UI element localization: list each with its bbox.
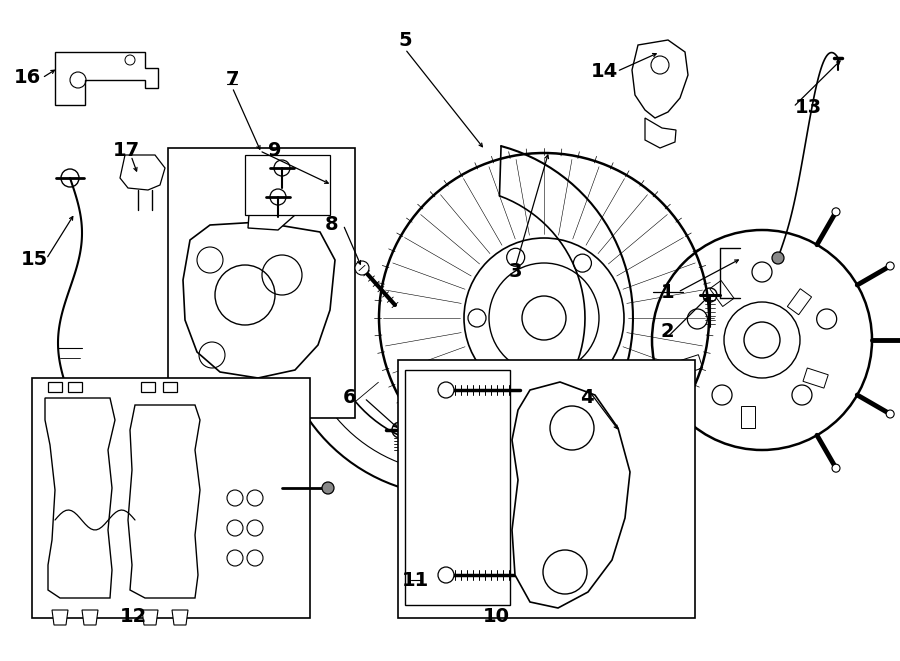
Text: 4: 4 — [580, 389, 594, 407]
Bar — [245, 155, 330, 215]
Polygon shape — [128, 405, 200, 598]
Polygon shape — [248, 195, 295, 230]
Bar — [163, 382, 177, 392]
Circle shape — [355, 261, 369, 275]
Polygon shape — [45, 398, 115, 598]
Bar — [168, 148, 355, 418]
Bar — [803, 368, 828, 388]
Polygon shape — [120, 155, 165, 190]
Polygon shape — [142, 610, 158, 625]
Bar — [741, 406, 755, 428]
Bar — [398, 360, 695, 618]
Polygon shape — [632, 40, 688, 118]
Polygon shape — [82, 610, 98, 625]
Circle shape — [886, 262, 895, 270]
Text: 10: 10 — [483, 607, 510, 625]
Circle shape — [832, 208, 840, 216]
Text: 15: 15 — [21, 250, 48, 268]
Circle shape — [832, 464, 840, 472]
Circle shape — [438, 382, 454, 398]
Bar — [32, 378, 310, 618]
Bar — [405, 370, 510, 605]
Bar — [48, 382, 62, 392]
Polygon shape — [172, 610, 188, 625]
Text: 1: 1 — [661, 283, 675, 301]
Text: 11: 11 — [402, 571, 429, 590]
Text: 14: 14 — [591, 62, 618, 81]
Bar — [68, 382, 82, 392]
Bar — [678, 355, 703, 375]
Text: 6: 6 — [342, 389, 356, 407]
Polygon shape — [55, 52, 158, 105]
Text: 9: 9 — [268, 141, 281, 160]
Text: 8: 8 — [324, 215, 338, 234]
Text: 3: 3 — [508, 262, 522, 280]
Polygon shape — [400, 450, 430, 470]
Circle shape — [886, 410, 895, 418]
Polygon shape — [183, 222, 335, 378]
Polygon shape — [217, 408, 243, 415]
Circle shape — [438, 567, 454, 583]
Polygon shape — [52, 610, 68, 625]
Text: 16: 16 — [14, 69, 40, 87]
Text: 7: 7 — [225, 70, 239, 89]
Polygon shape — [512, 382, 630, 608]
Circle shape — [322, 482, 334, 494]
Bar — [141, 382, 155, 392]
Text: 2: 2 — [661, 323, 675, 341]
Bar — [710, 280, 734, 307]
Text: 12: 12 — [120, 607, 147, 625]
Bar — [788, 289, 812, 315]
Text: 5: 5 — [398, 32, 412, 50]
Polygon shape — [645, 118, 676, 148]
Text: 17: 17 — [112, 141, 140, 160]
Text: 13: 13 — [795, 98, 822, 116]
Circle shape — [772, 252, 784, 264]
